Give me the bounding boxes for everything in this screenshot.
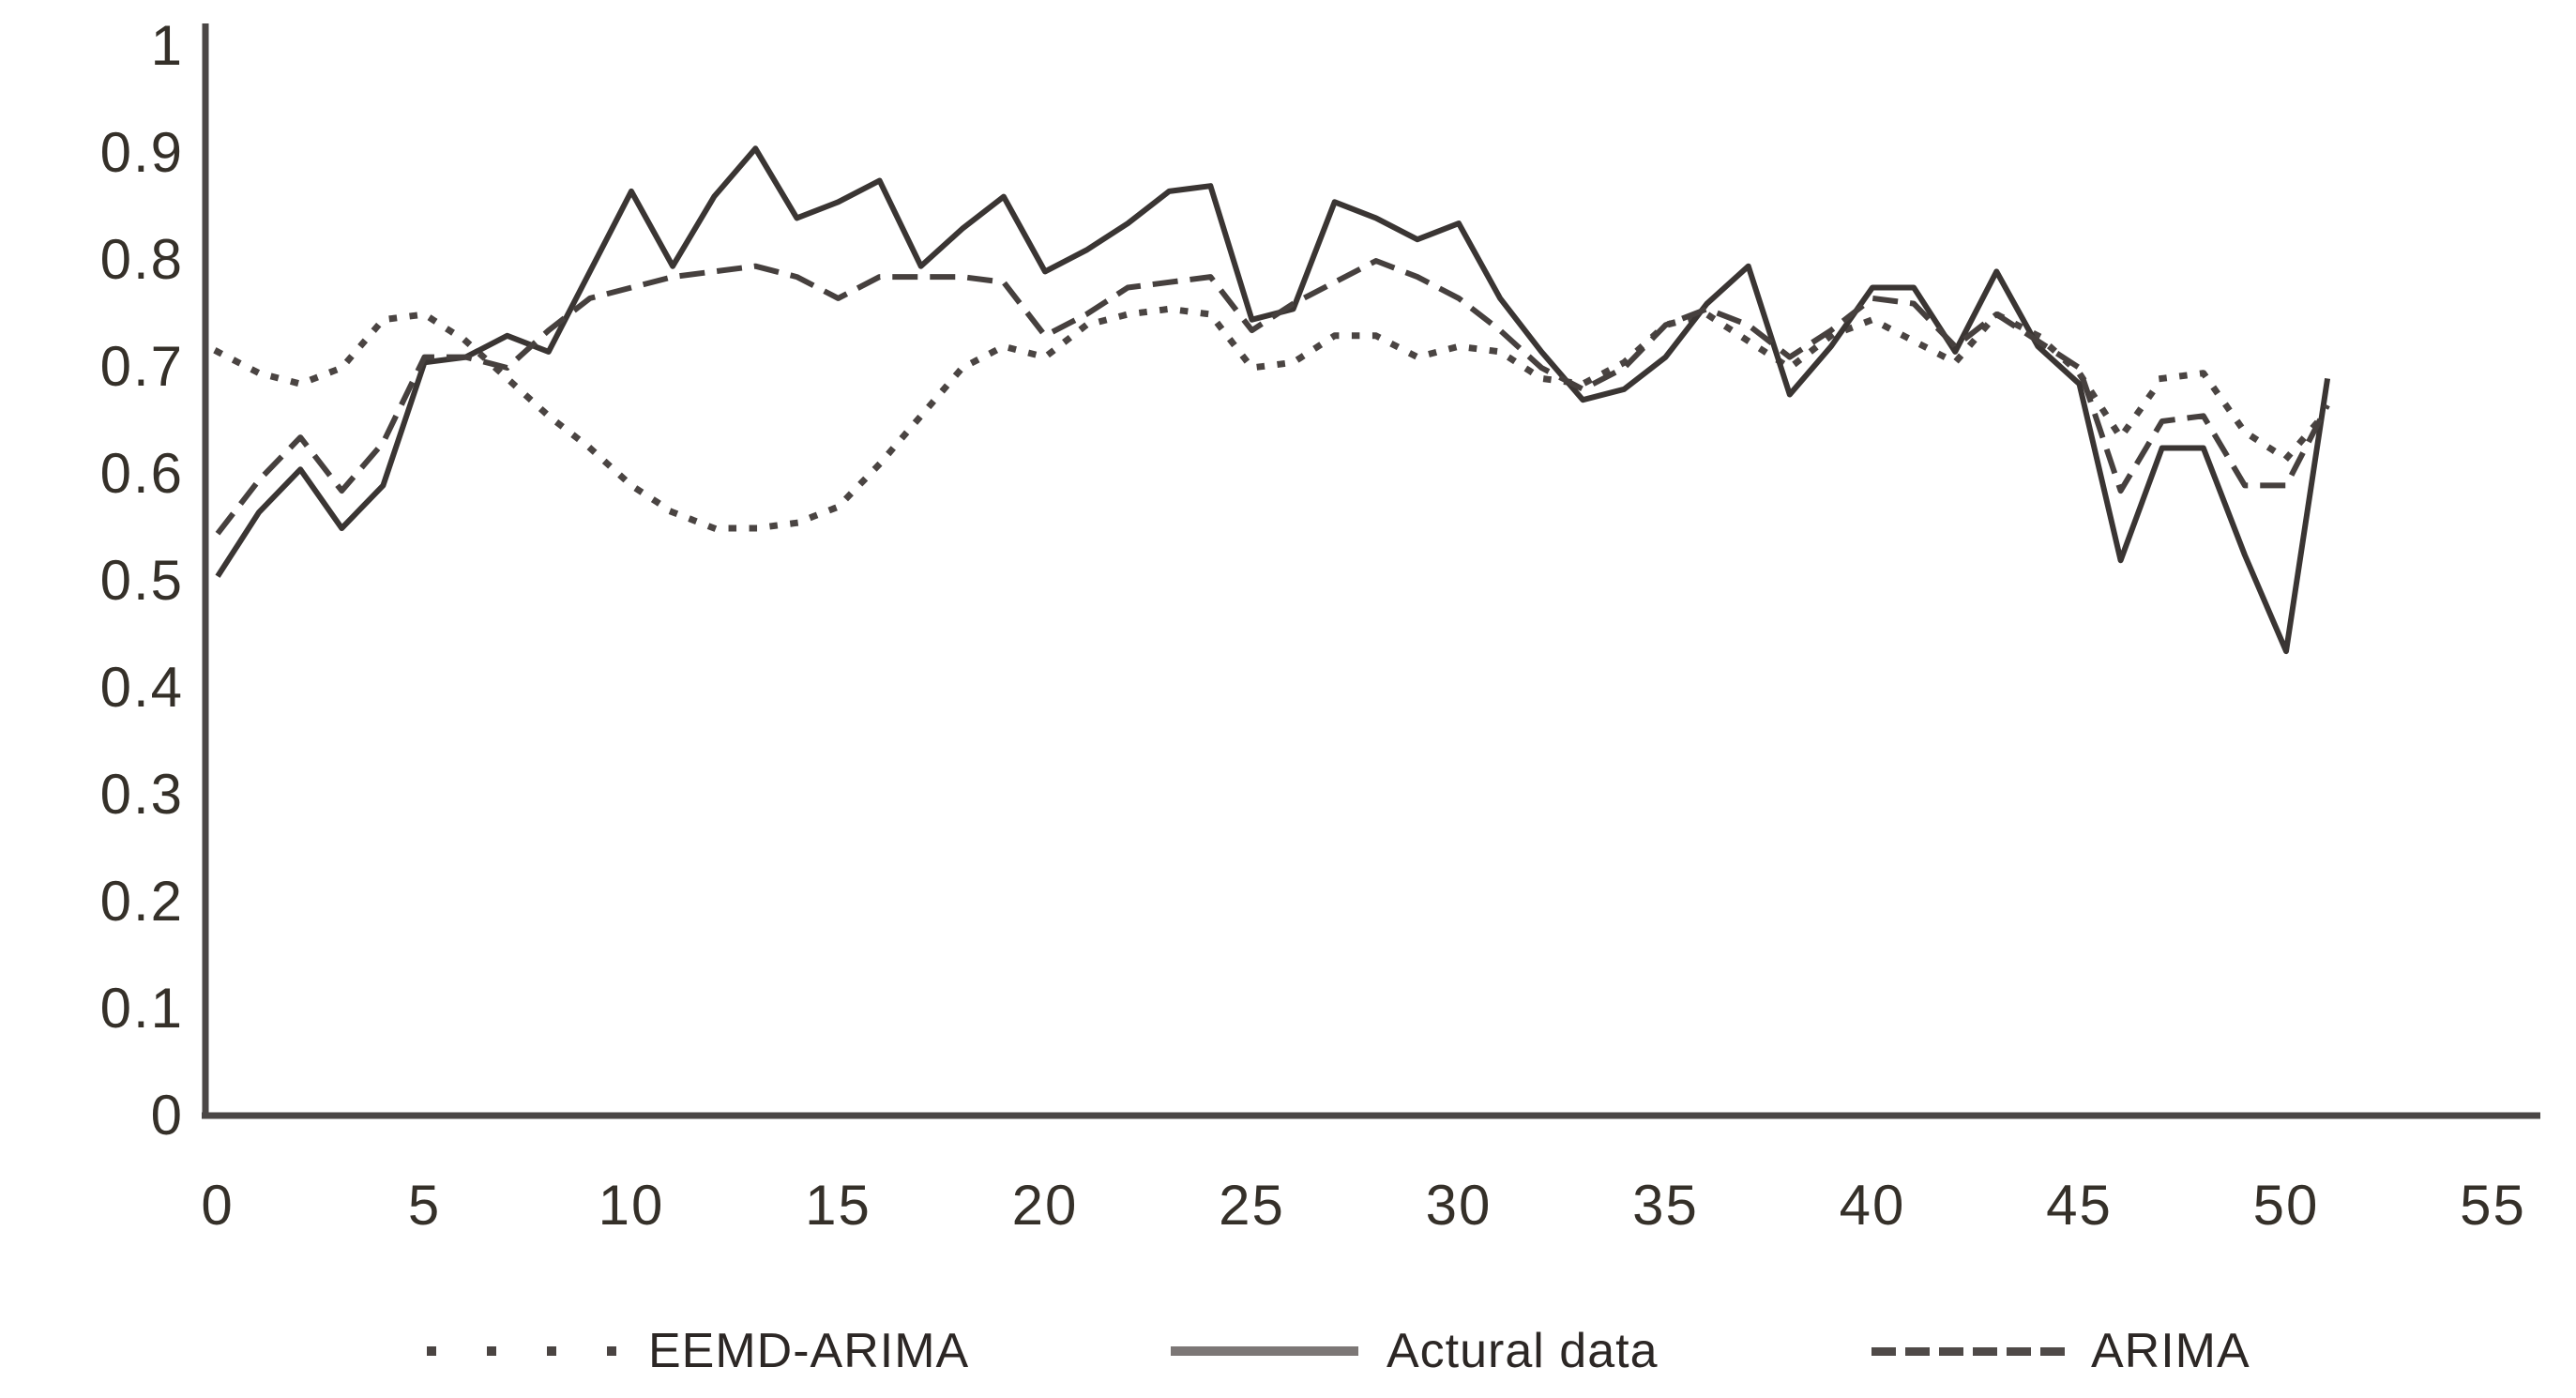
x-axis-tick-label: 40 [1840, 1174, 1906, 1237]
x-axis-tick-label: 10 [599, 1174, 665, 1237]
y-axis-tick-label: 0 [151, 1084, 184, 1147]
series-line-arima [215, 258, 2330, 536]
y-axis-tick-label: 0.1 [100, 977, 184, 1040]
y-axis-tick-label: 0.2 [100, 870, 184, 933]
x-axis-tick-label: 5 [408, 1174, 441, 1237]
x-axis-tick-label: 30 [1426, 1174, 1493, 1237]
legend-label-actural-data: Actural data [1386, 1324, 1659, 1378]
y-axis-tick-label: 1 [151, 14, 184, 77]
x-axis-tick-label: 15 [805, 1174, 871, 1237]
x-axis-tick-label: 0 [201, 1174, 234, 1237]
series-line-actural-data [215, 145, 2331, 655]
dotted-line-sample [427, 1346, 616, 1356]
legend-item-actural-data: Actural data [1171, 1318, 1659, 1384]
y-axis-tick-label: 0.4 [100, 656, 184, 719]
x-axis-tick-label: 55 [2460, 1174, 2526, 1237]
x-axis-tick-label: 25 [1219, 1174, 1285, 1237]
y-axis-tick-label: 0.9 [100, 121, 184, 184]
legend-item-arima: ARIMA [1871, 1318, 2250, 1384]
legend-label-arima: ARIMA [2091, 1324, 2250, 1378]
solid-line-sample [1171, 1346, 1358, 1356]
dashed-line-sample [1871, 1346, 2065, 1356]
y-axis-tick-label: 0.5 [100, 549, 184, 612]
y-axis-tick-label: 0.7 [100, 335, 184, 398]
legend-item-eemd-arima: EEMD-ARIMA [427, 1318, 969, 1384]
x-axis-tick-label: 50 [2253, 1174, 2320, 1237]
x-axis-tick-label: 45 [2046, 1174, 2113, 1237]
x-axis-tick-label: 20 [1012, 1174, 1079, 1237]
y-axis-tick-label: 0.8 [100, 228, 184, 291]
y-axis-tick-label: 0.3 [100, 763, 184, 826]
legend-label-eemd-arima: EEMD-ARIMA [648, 1324, 970, 1378]
chart-legend: EEMD-ARIMA Actural data ARIMA [0, 1318, 2576, 1384]
x-axis-tick-label: 35 [1632, 1174, 1699, 1237]
y-axis-tick-label: 0.6 [100, 442, 184, 505]
